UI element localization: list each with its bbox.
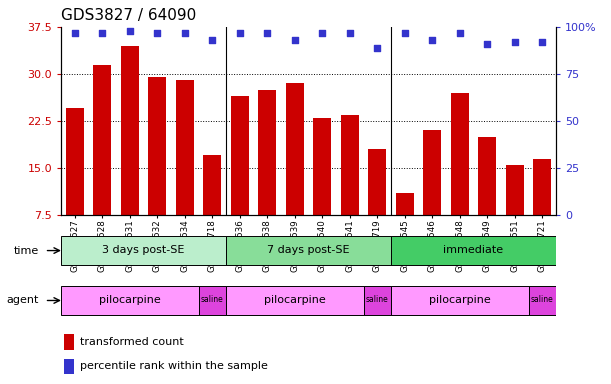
- Text: saline: saline: [366, 295, 389, 305]
- Point: [207, 37, 218, 43]
- Bar: [226, 286, 364, 315]
- Bar: [391, 236, 556, 265]
- Text: 7 days post-SE: 7 days post-SE: [267, 245, 350, 255]
- Bar: [61, 286, 199, 315]
- Bar: [313, 118, 331, 215]
- Point: [510, 39, 519, 45]
- Text: 3 days post-SE: 3 days post-SE: [103, 245, 185, 255]
- Bar: [121, 46, 139, 215]
- Bar: [61, 236, 226, 265]
- Point: [263, 30, 273, 36]
- Point: [482, 41, 492, 47]
- Point: [373, 45, 382, 51]
- Point: [538, 39, 547, 45]
- Bar: [66, 108, 84, 215]
- Bar: [396, 193, 414, 215]
- Point: [290, 37, 300, 43]
- Bar: [529, 286, 556, 315]
- Bar: [176, 80, 194, 215]
- Bar: [64, 334, 75, 349]
- Bar: [148, 77, 166, 215]
- Point: [455, 30, 464, 36]
- Bar: [391, 286, 529, 315]
- Text: percentile rank within the sample: percentile rank within the sample: [80, 361, 268, 371]
- Text: immediate: immediate: [444, 245, 503, 255]
- Text: GDS3827 / 64090: GDS3827 / 64090: [61, 8, 196, 23]
- Text: transformed count: transformed count: [80, 337, 184, 347]
- Text: time: time: [14, 245, 39, 256]
- Bar: [533, 159, 551, 215]
- Point: [427, 37, 437, 43]
- Point: [345, 30, 354, 36]
- Bar: [258, 89, 276, 215]
- Bar: [341, 115, 359, 215]
- Point: [180, 30, 189, 36]
- Text: agent: agent: [7, 295, 39, 306]
- Bar: [286, 83, 304, 215]
- Bar: [451, 93, 469, 215]
- Bar: [199, 286, 226, 315]
- Bar: [203, 156, 221, 215]
- Bar: [231, 96, 249, 215]
- Bar: [423, 131, 441, 215]
- Bar: [506, 165, 524, 215]
- Text: pilocarpine: pilocarpine: [429, 295, 491, 305]
- Bar: [368, 149, 386, 215]
- Bar: [478, 137, 496, 215]
- Point: [98, 30, 108, 36]
- Text: saline: saline: [531, 295, 554, 305]
- Point: [153, 30, 163, 36]
- Point: [125, 28, 134, 34]
- Bar: [64, 359, 75, 374]
- Point: [318, 30, 327, 36]
- Text: pilocarpine: pilocarpine: [99, 295, 161, 305]
- Bar: [93, 65, 111, 215]
- Point: [70, 30, 79, 36]
- Text: saline: saline: [201, 295, 224, 305]
- Point: [235, 30, 244, 36]
- Point: [400, 30, 409, 36]
- Bar: [364, 286, 391, 315]
- Text: pilocarpine: pilocarpine: [264, 295, 326, 305]
- Bar: [226, 236, 391, 265]
